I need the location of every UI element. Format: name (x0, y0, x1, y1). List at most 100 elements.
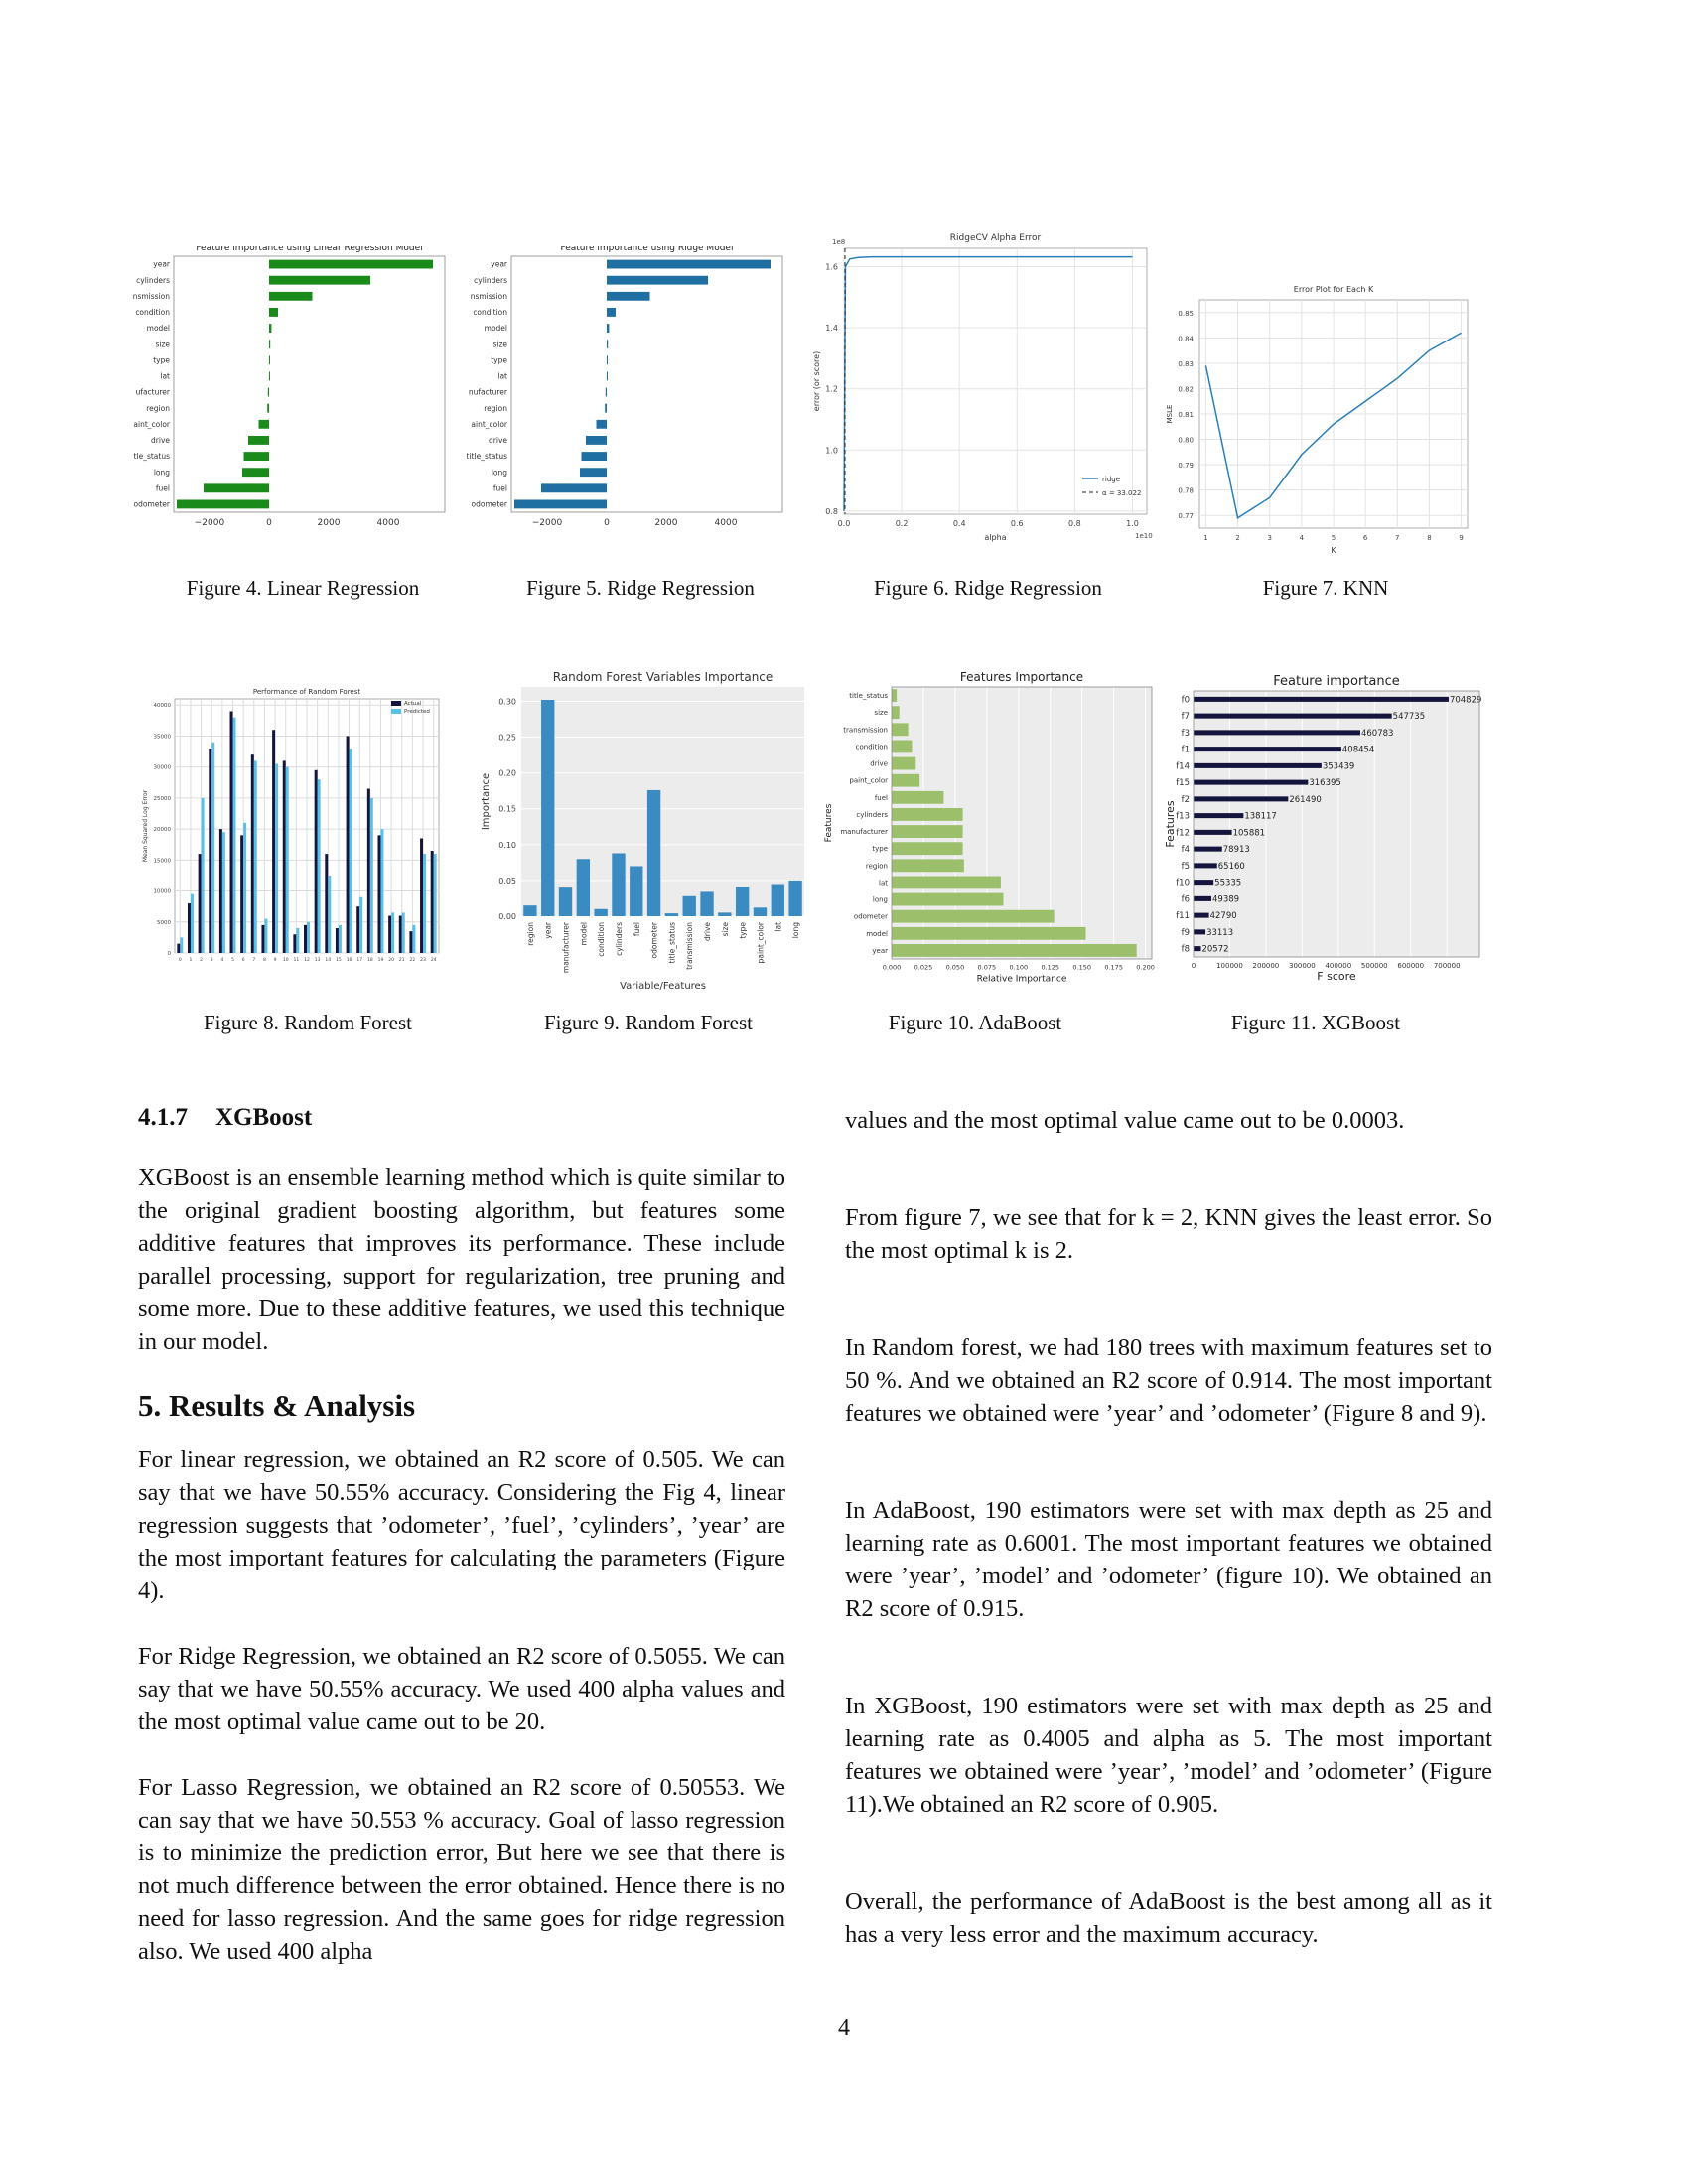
chart-title: RidgeCV Alpha Error (950, 233, 1042, 243)
y-axis-label: MSLE (1166, 405, 1174, 424)
data-label: 704829 (1450, 695, 1481, 705)
bar (892, 756, 916, 770)
category-label: type (872, 845, 888, 853)
x-tick-label: 1 (1203, 534, 1207, 542)
x-tick-label: 8 (263, 957, 266, 963)
bar (253, 760, 257, 953)
category-label: condition (473, 308, 507, 317)
category-label: size (155, 340, 170, 348)
bar (788, 880, 802, 916)
bar (380, 829, 384, 953)
category-label: lat (497, 372, 507, 381)
category-label: aint_color (471, 420, 508, 429)
x-axis-label: alpha (984, 533, 1006, 542)
bar (607, 340, 609, 349)
section-heading: 5. Results & Analysis (138, 1388, 416, 1423)
bar (338, 924, 342, 953)
data-label: 316395 (1309, 778, 1340, 788)
x-axis-label: Variable/Features (620, 981, 706, 992)
category-label: tle_status (134, 452, 171, 461)
x-tick-label: 4000 (715, 518, 738, 528)
bar (285, 766, 289, 953)
left-column: 4.1.7 XGBoost XGBoost is an ensemble lear… (138, 1104, 785, 1968)
category-label: cylinders (856, 811, 888, 819)
x-tick-label: 3 (1267, 534, 1271, 542)
chart-title: Random Forest Variables Importance (553, 670, 774, 684)
figure-11-caption: Figure 11. XGBoost (1230, 1011, 1401, 1034)
category-label: nufacturer (469, 388, 508, 397)
category-label: f2 (1182, 795, 1190, 805)
bar (243, 822, 247, 953)
bar (218, 829, 222, 953)
figure-4-caption: Figure 4. Linear Regression (186, 576, 420, 600)
x-tick-label: 4 (220, 957, 223, 963)
category-label: model (485, 324, 507, 333)
x-tick-label: 0.200 (1136, 964, 1155, 972)
bar (366, 788, 370, 953)
data-label: 408454 (1342, 746, 1374, 755)
series-line (1204, 332, 1462, 519)
bar (269, 259, 433, 269)
bar (1194, 829, 1232, 835)
bar (892, 740, 913, 753)
figure-11-xgboost-importance-chart: 0 100000 200000 300000 400000 500000 600000 700… (1164, 674, 1481, 983)
bar (771, 884, 784, 916)
bar (892, 825, 963, 838)
y-tick-label: 0.15 (498, 805, 516, 814)
x-tick-label: 0.8 (1068, 519, 1081, 528)
x-tick-label: 700000 (1434, 962, 1461, 970)
category-label: f5 (1182, 862, 1190, 872)
category-label: type (153, 355, 170, 364)
x-tick-label: 5 (1332, 534, 1336, 542)
bar (272, 730, 276, 953)
figure-6-caption: Figure 6. Ridge Regression (874, 576, 1102, 600)
bar (401, 912, 405, 953)
bar (1194, 929, 1206, 935)
x-tick-label: 6 (242, 957, 245, 963)
chart-title: Features Importance (960, 670, 1083, 684)
bar (412, 924, 416, 953)
x-tick-label: 11 (293, 957, 299, 963)
data-label: 55335 (1214, 879, 1241, 888)
x-tick-label: 0 (604, 518, 610, 528)
x-tick-label: 5 (231, 957, 234, 963)
x-tick-label: 12 (304, 957, 310, 963)
bar (388, 915, 392, 953)
x-tick-label: 200000 (1253, 962, 1280, 970)
category-label: fuel (156, 483, 170, 492)
bar (269, 308, 278, 317)
y-tick-label: 5000 (157, 920, 171, 926)
x-tick-label: lat (774, 922, 782, 932)
category-label: condition (135, 308, 170, 317)
data-label: 353439 (1323, 761, 1354, 771)
category-label: cylinders (136, 276, 170, 285)
plot-background (1194, 691, 1479, 957)
category-label: f3 (1182, 729, 1190, 739)
bar (541, 483, 607, 493)
x-tick-label: 0.4 (953, 519, 966, 528)
y-tick-label: 10000 (154, 889, 172, 895)
category-label: lat (160, 372, 170, 381)
category-label: fuel (493, 483, 507, 492)
x-tick-label: 600000 (1397, 962, 1424, 970)
bar (718, 912, 732, 916)
bar (243, 452, 269, 461)
figure-9-caption: Figure 9. Random Forest (544, 1011, 753, 1034)
bar (349, 748, 352, 953)
bar (391, 912, 395, 953)
subsection-title: XGBoost (215, 1104, 313, 1131)
x-tick-label: 0 (1192, 962, 1196, 970)
category-label: fuel (875, 794, 888, 802)
x-tick-label: 16 (347, 957, 352, 963)
bar (1194, 846, 1222, 852)
bar (1194, 762, 1322, 768)
x-tick-label: long (791, 922, 800, 938)
bar (1194, 880, 1214, 886)
category-label: region (146, 404, 170, 413)
x-tick-label: 9 (1459, 534, 1463, 542)
bar (892, 926, 1086, 940)
category-label: model (147, 324, 170, 333)
y-tick-label: 40000 (154, 703, 172, 709)
subsection-number: 4.1.7 (138, 1104, 188, 1131)
bar (1194, 779, 1309, 785)
